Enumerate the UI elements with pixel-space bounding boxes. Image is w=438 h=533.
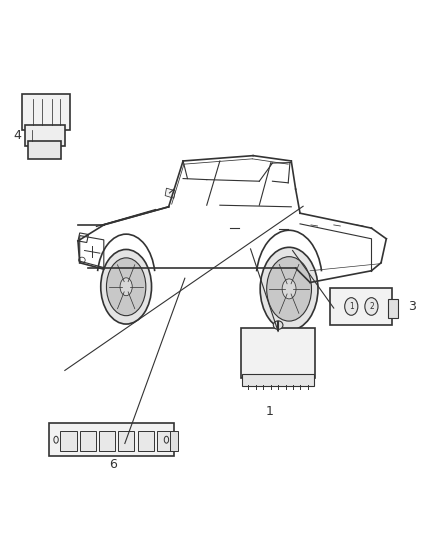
Ellipse shape [260, 247, 318, 330]
FancyBboxPatch shape [22, 94, 70, 130]
Ellipse shape [282, 279, 296, 299]
FancyBboxPatch shape [388, 299, 398, 318]
Ellipse shape [267, 257, 311, 321]
Text: 6: 6 [109, 458, 117, 471]
Ellipse shape [365, 297, 378, 315]
FancyBboxPatch shape [157, 431, 173, 451]
Text: 3: 3 [408, 300, 416, 313]
FancyBboxPatch shape [80, 431, 96, 451]
Polygon shape [165, 188, 175, 198]
FancyBboxPatch shape [25, 125, 65, 146]
Ellipse shape [106, 258, 146, 316]
FancyBboxPatch shape [28, 141, 61, 159]
Ellipse shape [101, 249, 152, 324]
FancyBboxPatch shape [330, 288, 392, 325]
FancyBboxPatch shape [241, 328, 315, 378]
Ellipse shape [273, 321, 283, 329]
FancyBboxPatch shape [60, 431, 77, 451]
Text: 2: 2 [369, 302, 374, 311]
FancyBboxPatch shape [242, 374, 314, 386]
Ellipse shape [120, 278, 132, 296]
Ellipse shape [345, 297, 358, 315]
FancyBboxPatch shape [118, 431, 134, 451]
FancyBboxPatch shape [99, 431, 115, 451]
FancyBboxPatch shape [49, 423, 174, 456]
Text: 4: 4 [14, 130, 21, 142]
FancyBboxPatch shape [170, 431, 178, 451]
FancyBboxPatch shape [138, 431, 154, 451]
Text: 1: 1 [349, 302, 353, 311]
Text: 1: 1 [265, 405, 273, 418]
